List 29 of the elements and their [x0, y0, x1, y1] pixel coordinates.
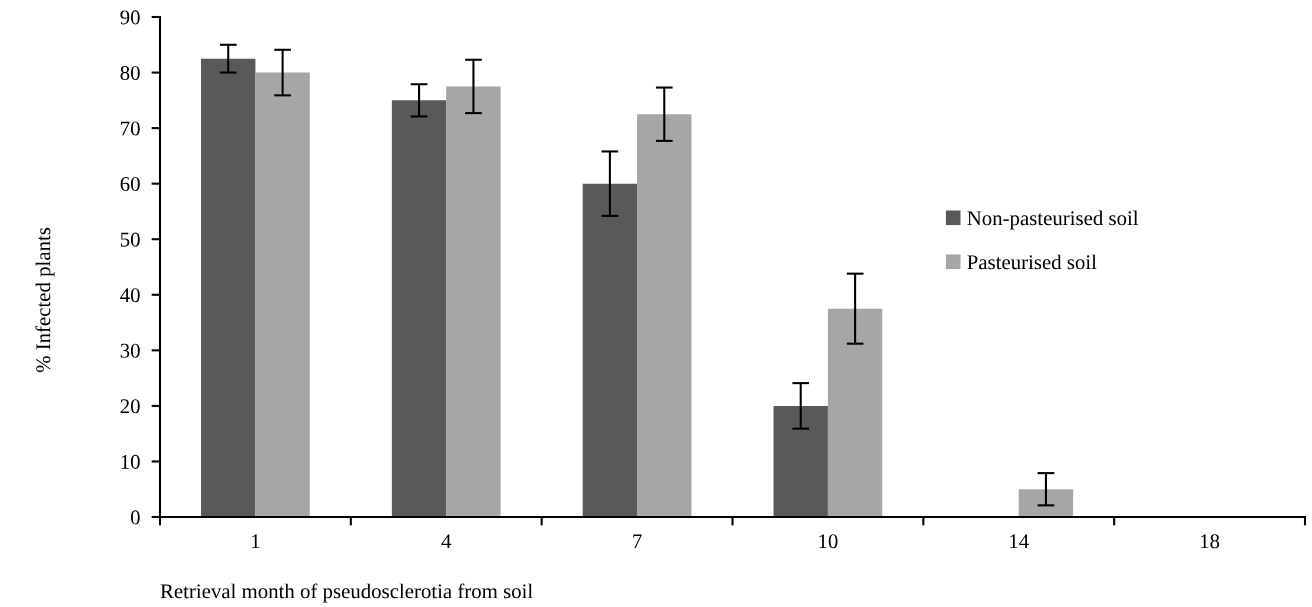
x-tick-label: 1: [252, 534, 260, 549]
x-tick-label: 14: [1010, 534, 1029, 549]
legend-label: Pasteurised soil: [967, 254, 1097, 270]
y-tick-label: 40: [120, 288, 140, 303]
x-tick-label: 18: [1201, 534, 1220, 549]
x-tick-label: 4: [441, 534, 452, 549]
y-tick-label: 50: [120, 232, 140, 247]
bar: [1018, 489, 1074, 517]
y-tick-label: 60: [120, 177, 140, 192]
y-tick-label: 80: [120, 65, 140, 80]
bar: [391, 100, 447, 517]
y-tick-label: 70: [121, 121, 140, 136]
bar: [446, 86, 501, 517]
legend-label: Non-pasteurised soil: [967, 210, 1139, 230]
bar: [201, 58, 256, 517]
y-tick-label: 30: [120, 343, 140, 358]
bar: [773, 405, 828, 517]
y-tick-label: 10: [121, 454, 140, 469]
x-tick-label: 10: [819, 534, 838, 549]
bar: [582, 183, 638, 517]
y-tick-label: 0: [130, 510, 140, 525]
bar: [255, 72, 310, 517]
x-axis-title: Retrieval month of pseudosclerotia from soil: [160, 583, 533, 603]
y-tick-label: 90: [120, 10, 140, 25]
bar: [827, 308, 883, 517]
bar: [637, 114, 692, 517]
y-axis-title: % Infected plants: [35, 227, 55, 373]
y-tick-label: 20: [120, 399, 140, 414]
x-tick-label: 7: [633, 534, 642, 549]
